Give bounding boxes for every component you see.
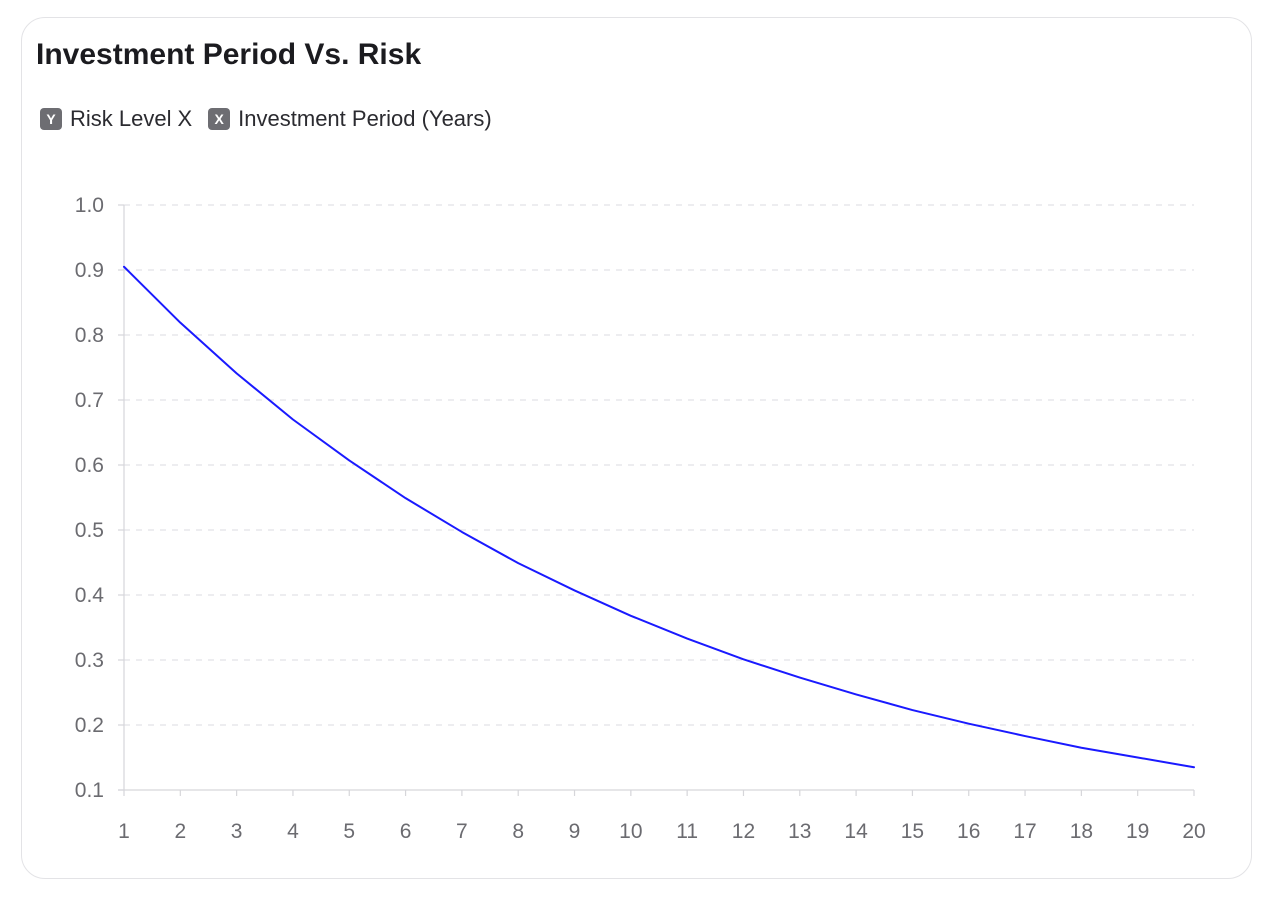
x-tick-label: 15 xyxy=(901,820,924,843)
x-tick-label: 17 xyxy=(1013,820,1036,843)
x-tick-label: 19 xyxy=(1126,820,1149,843)
x-tick-label: 4 xyxy=(287,820,299,843)
y-tick-label: 0.2 xyxy=(75,714,104,737)
chart-title: Investment Period Vs. Risk xyxy=(36,38,422,71)
x-tick-label: 11 xyxy=(676,820,698,843)
chart-card xyxy=(21,17,1252,879)
x-tick-label: 16 xyxy=(957,820,980,843)
legend-y-badge: Y xyxy=(40,108,62,130)
y-tick-label: 0.7 xyxy=(75,389,104,412)
x-tick-label: 12 xyxy=(732,820,755,843)
x-axis-ticks: 1 2 3 4 5 6 7 8 9 10 11 12 13 14 15 16 17 18 19 20 xyxy=(118,820,1206,843)
x-tick-label: 2 xyxy=(174,820,186,843)
x-tick-label: 6 xyxy=(400,820,412,843)
x-tick-label: 7 xyxy=(456,820,468,843)
x-tick-label: 10 xyxy=(619,820,642,843)
x-tick-label: 18 xyxy=(1070,820,1093,843)
y-tick-label: 0.5 xyxy=(75,519,104,542)
legend-x-label: Investment Period (Years) xyxy=(238,106,492,131)
y-tick-label: 0.1 xyxy=(75,779,104,802)
y-tick-label: 1.0 xyxy=(75,194,104,217)
x-tick-label: 3 xyxy=(231,820,243,843)
y-tick-label: 0.4 xyxy=(75,584,105,607)
legend-y-label: Risk Level xyxy=(70,106,172,131)
legend: Y Risk Level X X Investment Period (Year… xyxy=(40,106,498,132)
series-line xyxy=(123,265,1195,769)
x-tick-label: 20 xyxy=(1182,820,1205,843)
y-tick-label: 0.8 xyxy=(75,324,104,347)
axes xyxy=(118,204,1195,796)
x-tick-label: 8 xyxy=(512,820,524,843)
x-tick-label: 9 xyxy=(569,820,581,843)
y-tick-label: 0.3 xyxy=(75,649,104,672)
gridlines xyxy=(124,204,1194,726)
y-tick-label: 0.9 xyxy=(75,259,104,282)
x-tick-label: 1 xyxy=(118,820,130,843)
x-tick-label: 13 xyxy=(788,820,811,843)
series-layer xyxy=(123,265,1195,769)
legend-x-badge: X xyxy=(208,108,231,130)
x-tick-label: 14 xyxy=(844,820,868,843)
y-tick-label: 0.6 xyxy=(75,454,104,477)
y-axis-ticks: 1.0 0.9 0.8 0.7 0.6 0.5 0.4 0.3 0.2 0.1 xyxy=(75,194,105,802)
x-tick-label: 5 xyxy=(343,820,355,843)
legend-y-suffix: X xyxy=(177,106,193,131)
